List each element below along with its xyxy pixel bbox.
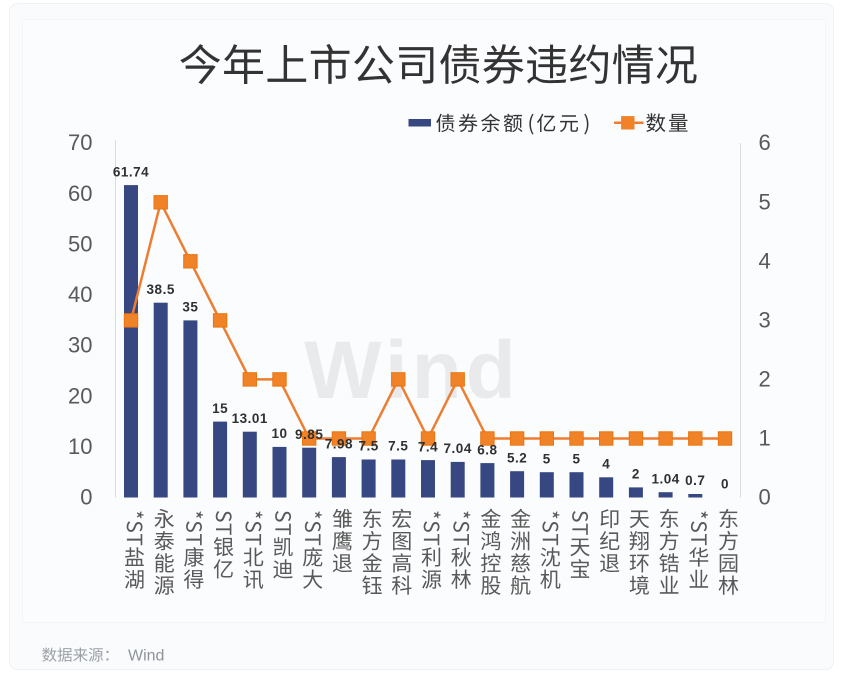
svg-text:40: 40 [68, 282, 92, 307]
svg-text:30: 30 [68, 333, 92, 358]
svg-text:13.01: 13.01 [232, 411, 268, 426]
svg-text:3: 3 [759, 307, 771, 332]
svg-text:10: 10 [271, 426, 287, 441]
svg-text:4: 4 [759, 248, 771, 273]
svg-text:9.85: 9.85 [295, 427, 323, 442]
svg-text:7.5: 7.5 [358, 439, 378, 454]
svg-text:60: 60 [68, 181, 92, 206]
svg-text:7.5: 7.5 [388, 439, 408, 454]
svg-text:7.04: 7.04 [444, 441, 472, 456]
svg-text:1: 1 [759, 426, 771, 451]
svg-text:6: 6 [759, 130, 771, 155]
svg-text:1.04: 1.04 [651, 471, 679, 486]
svg-text:2: 2 [632, 467, 640, 482]
svg-text:0.7: 0.7 [685, 473, 705, 488]
svg-text:0: 0 [759, 485, 771, 510]
svg-text:20: 20 [68, 383, 92, 408]
svg-text:50: 50 [68, 232, 92, 257]
svg-text:35: 35 [182, 300, 198, 315]
svg-text:15: 15 [212, 401, 228, 416]
svg-text:0: 0 [721, 477, 729, 492]
svg-text:0: 0 [80, 485, 92, 510]
svg-text:5: 5 [543, 451, 551, 466]
svg-text:5.2: 5.2 [507, 450, 527, 465]
svg-text:6.8: 6.8 [477, 442, 497, 457]
svg-text:Wind: Wind [128, 648, 164, 665]
svg-text:61.74: 61.74 [113, 164, 149, 179]
svg-text:4: 4 [602, 457, 610, 472]
svg-text:5: 5 [759, 189, 771, 214]
svg-text:7.4: 7.4 [418, 439, 438, 454]
svg-text:70: 70 [68, 130, 92, 155]
svg-text:2: 2 [759, 366, 771, 391]
svg-text:7.98: 7.98 [325, 436, 353, 451]
svg-text:10: 10 [68, 434, 92, 459]
svg-text:5: 5 [572, 451, 580, 466]
svg-text:38.5: 38.5 [147, 282, 175, 297]
svg-text:Wind: Wind [304, 325, 520, 416]
